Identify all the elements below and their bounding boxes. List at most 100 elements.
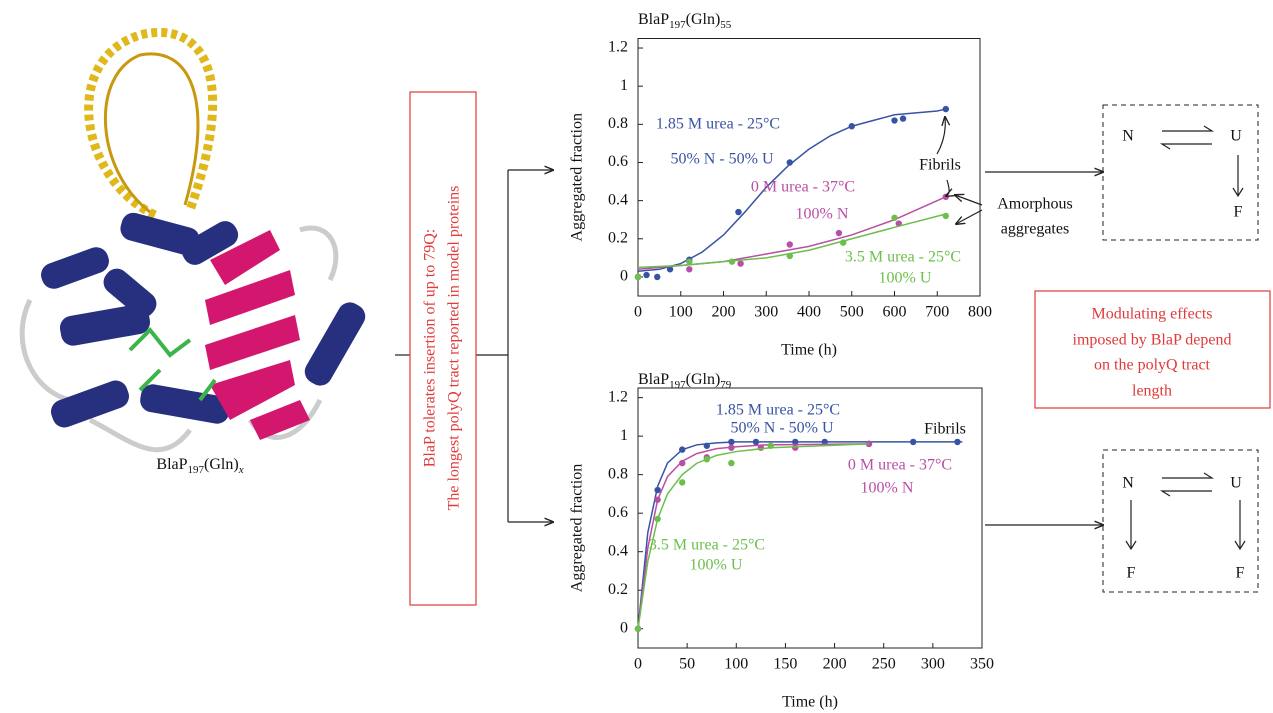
- x-tick-label: 350: [970, 656, 994, 673]
- x-tick-label: 100: [669, 304, 693, 321]
- data-point: [942, 212, 949, 220]
- scheme-arrows: [1130, 472, 1241, 548]
- scheme-state: F: [1236, 565, 1245, 582]
- annotation-arrow: [956, 209, 983, 224]
- title-part: (Gln): [686, 371, 721, 388]
- red-box-text: The longest polyQ tract reported in mode…: [446, 186, 463, 511]
- data-point: [703, 442, 710, 449]
- annotation: Amorphous: [997, 196, 1073, 213]
- connectors: [395, 170, 1103, 525]
- x-tick-label: 300: [754, 304, 778, 321]
- modulating-box: [1034, 290, 1271, 409]
- data-point: [792, 444, 799, 451]
- x-tick-label: 800: [968, 304, 992, 321]
- y-tick-label: 1: [620, 427, 628, 444]
- title-part: BlaP: [638, 11, 669, 28]
- data-point: [728, 459, 735, 467]
- data-point: [654, 486, 661, 494]
- data-point: [686, 258, 693, 265]
- data-point: [737, 260, 744, 267]
- data-point: [735, 208, 742, 216]
- scheme-state: F: [1127, 565, 1136, 582]
- data-point: [848, 123, 855, 130]
- scheme-box: [1102, 449, 1259, 593]
- y-tick-label: 0.2: [608, 229, 628, 246]
- scheme-state: U: [1230, 475, 1242, 492]
- y-tick-label: 0: [620, 619, 628, 636]
- series-label: 3.5 M urea - 25°C: [649, 537, 765, 554]
- data-point: [634, 625, 642, 632]
- data-point: [786, 159, 793, 166]
- data-point: [792, 438, 799, 446]
- series-label: 100% U: [879, 270, 932, 287]
- series-label: 1.85 M urea - 25°C: [716, 402, 840, 419]
- modulating-text: length: [1132, 383, 1172, 400]
- scheme-state: N: [1122, 475, 1134, 492]
- y-tick-label: 1: [620, 77, 628, 94]
- annotation-arrow: [946, 179, 949, 196]
- scheme-state: U: [1230, 128, 1242, 145]
- data-point: [686, 266, 693, 273]
- annotation: Fibrils: [924, 421, 966, 438]
- series-label: 0 M urea - 37°C: [751, 179, 855, 196]
- y-axis-label: Aggregated fraction: [569, 464, 586, 592]
- data-point: [865, 440, 873, 448]
- data-point: [786, 241, 793, 248]
- data-point: [752, 438, 760, 446]
- series-label: 50% N - 50% U: [670, 151, 774, 168]
- x-tick-label: 600: [883, 304, 907, 321]
- data-point: [910, 438, 917, 446]
- red-box: [409, 91, 477, 606]
- series-label: 100% N: [796, 206, 849, 223]
- data-point: [643, 271, 650, 279]
- title-part: 197: [669, 19, 686, 31]
- x-tick-label: 200: [823, 656, 847, 673]
- fit-curve: [637, 443, 869, 629]
- title-part: 197: [669, 379, 686, 391]
- x-axis-label: Time (h): [782, 694, 838, 711]
- y-axis-label: Aggregated fraction: [569, 113, 586, 241]
- series-label: 100% N: [861, 480, 914, 497]
- x-tick-label: 200: [712, 304, 736, 321]
- x-tick-label: 500: [840, 304, 864, 321]
- x-tick-label: 300: [921, 656, 945, 673]
- modulating-text: Modulating effects: [1091, 306, 1212, 323]
- protein-cartoon: [19, 27, 366, 453]
- red-box-text: BlaP tolerates insertion of up to 79Q:: [422, 229, 439, 467]
- y-tick-label: 0.2: [608, 581, 628, 598]
- x-tick-label: 100: [724, 656, 748, 673]
- modulating-text: on the polyQ tract: [1094, 357, 1211, 374]
- data-point: [679, 479, 686, 486]
- data-point: [728, 258, 736, 265]
- data-point: [679, 459, 686, 467]
- x-tick-label: 50: [679, 656, 695, 673]
- title-part: (Gln): [686, 11, 721, 28]
- x-tick-label: 700: [925, 304, 949, 321]
- data-point: [679, 446, 686, 453]
- protein-label: BlaP197(Gln)x: [156, 456, 243, 476]
- y-tick-label: 1.2: [608, 39, 628, 56]
- data-point: [654, 496, 661, 503]
- series-label: 3.5 M urea - 25°C: [845, 249, 961, 266]
- modulating-text: imposed by BlaP depend: [1073, 332, 1232, 349]
- data-point: [840, 239, 847, 246]
- y-tick-label: 0.4: [608, 191, 628, 208]
- y-tick-label: 0: [620, 268, 628, 285]
- data-point: [767, 442, 774, 449]
- data-point: [654, 273, 661, 281]
- x-tick-label: 0: [634, 304, 642, 321]
- title-part: 55: [720, 19, 732, 31]
- y-tick-label: 0.8: [608, 115, 628, 132]
- data-point: [666, 266, 674, 273]
- data-point: [899, 115, 907, 122]
- data-point: [757, 444, 765, 451]
- annotation: Fibrils: [919, 157, 961, 174]
- data-point: [728, 438, 735, 446]
- x-tick-label: 150: [773, 656, 797, 673]
- x-tick-label: 400: [797, 304, 821, 321]
- annotation-arrow: [955, 195, 983, 206]
- data-point: [728, 444, 735, 451]
- y-tick-label: 0.8: [608, 465, 628, 482]
- scheme-arrows: [1159, 125, 1239, 195]
